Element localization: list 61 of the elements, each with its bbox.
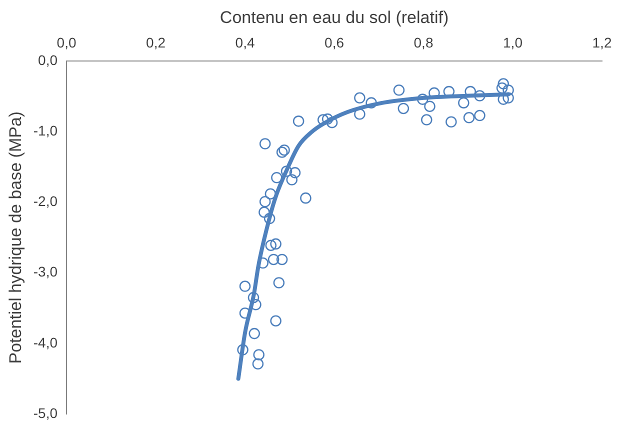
y-tick-label: -5,0 [33,404,58,421]
point [354,92,366,104]
point [424,100,436,112]
point [270,315,282,327]
point [292,116,304,127]
point [354,108,366,120]
point [280,166,292,177]
point [289,167,301,178]
point [458,97,470,108]
y-tick-label: -4,0 [33,334,58,350]
point [257,257,269,269]
point [326,116,338,128]
point [259,138,271,150]
point [248,292,260,304]
x-tick-label: 1,2 [592,34,612,51]
point [268,254,280,266]
point [393,84,405,96]
point [300,192,312,204]
point [276,254,288,266]
x-tick-label: 0,8 [414,34,434,51]
point [258,206,270,218]
point [420,114,432,126]
x-tick-label: 0,6 [324,34,344,51]
point [398,102,410,114]
y-tick-label: -1,0 [33,122,58,139]
point [253,349,264,360]
x-tick-label: 0,2 [146,34,166,51]
y-tick-label: -2,0 [33,193,58,210]
point [265,240,277,252]
y-tick-label: 0,0 [38,52,58,68]
point [239,280,251,292]
x-axis-title: Contenu en eau du sol (relatif) [220,8,449,27]
point [278,144,290,156]
point [271,172,282,184]
point [317,114,329,126]
point [416,94,428,105]
point [502,84,514,96]
point [237,344,248,356]
point [252,358,264,370]
x-tick-label: 1,0 [503,34,523,51]
point [270,238,282,250]
point [259,196,271,208]
point [264,188,276,200]
point [276,146,288,158]
point [322,113,334,125]
point [502,92,514,104]
point [496,82,508,94]
point [474,110,486,122]
y-axis-title: Potentiel hydrique de base (MPa) [6,111,25,364]
point [498,78,510,90]
point [248,328,260,340]
point [286,174,298,186]
point [474,90,486,102]
x-tick-label: 0,4 [235,34,255,51]
point [463,112,475,124]
point [264,212,276,224]
x-tick-label: 0,0 [56,34,76,51]
point [446,116,457,128]
y-tick-label: -3,0 [33,264,58,280]
point [273,277,285,288]
point [366,97,377,108]
